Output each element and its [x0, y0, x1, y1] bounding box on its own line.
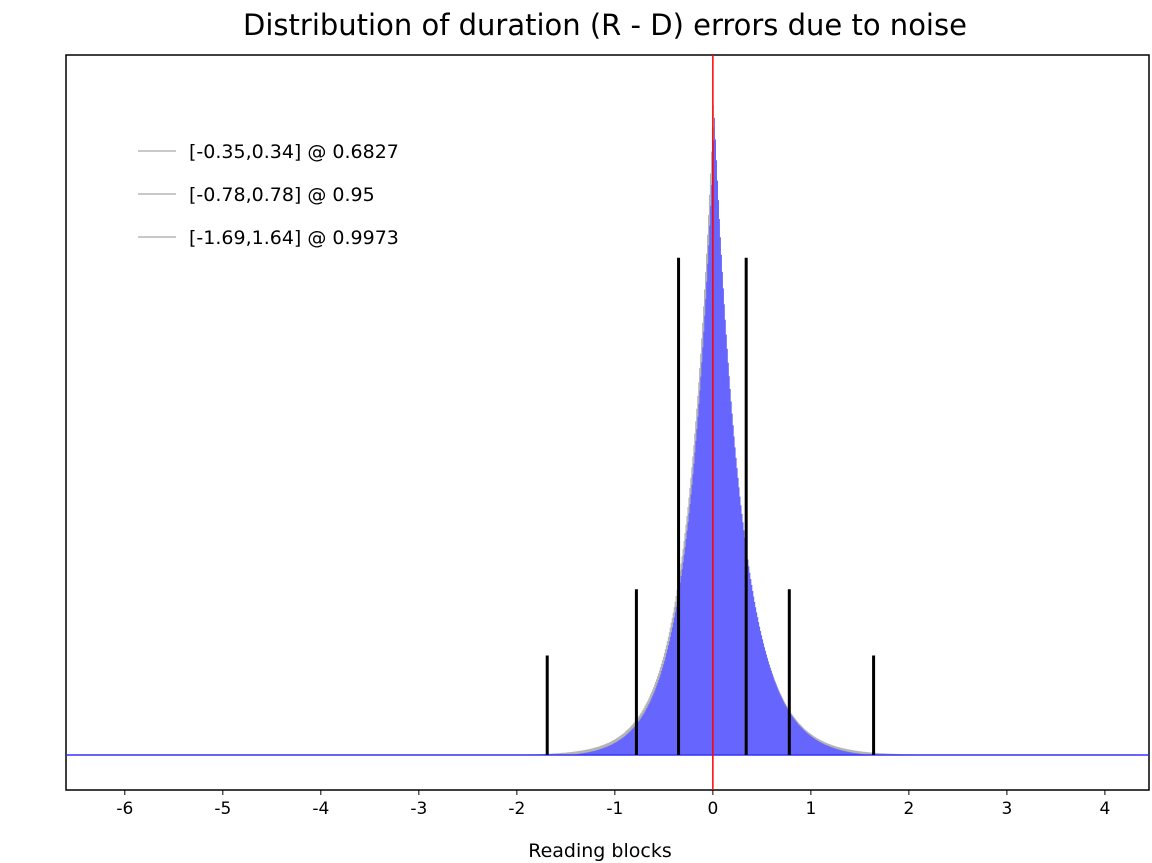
legend-label-3: [-1.69,1.64] @ 0.9973	[189, 227, 399, 249]
x-tick-label: -5	[214, 799, 231, 819]
histogram-bars	[477, 117, 951, 755]
chart-title: Distribution of duration (R - D) errors …	[243, 8, 967, 42]
plot-area	[65, 54, 1150, 791]
x-tick-label: -4	[312, 799, 329, 819]
x-tick-label: 2	[903, 799, 914, 819]
x-tick-label: -6	[116, 799, 133, 819]
x-axis-label: Reading blocks	[528, 840, 671, 862]
x-tick-label: -3	[410, 799, 427, 819]
axes: -6 -5 -4 -3 -2 -1 0 1 2 3 4 Reading blocks	[116, 790, 1110, 862]
x-tick-label: -1	[606, 799, 623, 819]
x-tick-label: 1	[805, 799, 816, 819]
plot-frame	[65, 54, 1150, 791]
legend: [-0.35,0.34] @ 0.6827 [-0.78,0.78] @ 0.95…	[138, 141, 399, 249]
interval-markers	[545, 257, 876, 755]
legend-label-1: [-0.35,0.34] @ 0.6827	[189, 141, 399, 163]
x-tick-label: 0	[707, 799, 718, 819]
legend-label-2: [-0.78,0.78] @ 0.95	[189, 184, 375, 206]
x-tick-label: -2	[508, 799, 525, 819]
x-tick-label: 3	[1001, 799, 1012, 819]
x-tick-label: 4	[1099, 799, 1110, 819]
